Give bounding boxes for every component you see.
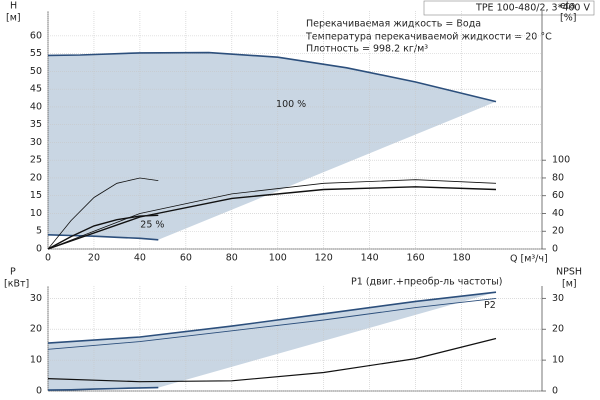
y-tick-label: 20	[30, 172, 42, 183]
y-tick-label: 45	[30, 84, 42, 95]
annotation: Температура перекачиваемой жидкости = 20…	[305, 32, 552, 43]
annotation: Плотность = 998.2 кг/м³	[306, 44, 428, 55]
y-axis-label: P	[10, 267, 16, 278]
chart-title: TPE 100-480/2, 3*400 V	[475, 3, 590, 14]
annotation: Перекачиваемая жидкость = Вода	[306, 19, 481, 30]
y-tick-label: 35	[30, 119, 42, 130]
y-tick-label: 0	[36, 386, 42, 397]
x-tick-label: 40	[134, 253, 146, 264]
y2-tick-label: 10	[552, 355, 564, 366]
y-tick-label: 20	[30, 324, 42, 335]
curve	[47, 177, 159, 250]
y2-tick-label: 40	[552, 208, 564, 219]
operating-area	[48, 52, 497, 240]
series-label: P1 (двиг.+преобр-ль частоты)	[351, 277, 502, 288]
curve	[47, 51, 497, 103]
y2-tick-label: 0	[552, 244, 558, 255]
x-tick-label: 0	[45, 253, 51, 264]
title-box	[423, 0, 595, 16]
curve	[47, 291, 497, 344]
x-tick-label: 180	[453, 253, 471, 264]
curve	[47, 214, 159, 250]
y2-tick-label: 20	[552, 226, 564, 237]
curve	[47, 337, 497, 383]
x-tick-label: 20	[88, 253, 100, 264]
y-tick-label: 30	[30, 137, 42, 148]
y-tick-label: 40	[30, 101, 42, 112]
x-tick-label: 120	[315, 253, 333, 264]
x-tick-label: 140	[361, 253, 379, 264]
y-tick-label: 25	[30, 155, 42, 166]
curve	[47, 186, 497, 250]
y2-tick-label: 100	[552, 155, 570, 166]
y-axis-unit: [кВт]	[4, 279, 29, 290]
y-tick-label: 15	[30, 190, 42, 201]
y2-axis-unit: [м]	[562, 279, 577, 290]
y-tick-label: 0	[36, 244, 42, 255]
y2-tick-label: 80	[552, 172, 564, 183]
y2-axis-label: eta	[560, 1, 575, 12]
series-label: 100 %	[276, 99, 306, 110]
x-tick-label: 100	[269, 253, 287, 264]
y2-tick-label: 60	[552, 190, 564, 201]
y-axis-label: H	[10, 1, 17, 12]
y-tick-label: 10	[30, 208, 42, 219]
y-tick-label: 10	[30, 355, 42, 366]
curve	[47, 386, 159, 391]
operating-area	[48, 292, 497, 391]
y-tick-label: 55	[30, 48, 42, 59]
y-tick-label: 60	[30, 30, 42, 41]
x-axis-label: Q [м³/ч]	[510, 254, 548, 265]
x-tick-label: 80	[226, 253, 238, 264]
y2-axis-unit: [%]	[560, 13, 576, 24]
y-tick-label: 30	[30, 293, 42, 304]
x-tick-label: 60	[180, 253, 192, 264]
y2-axis-label: NPSH	[556, 267, 582, 278]
y-tick-label: 50	[30, 66, 42, 77]
y-axis-unit: [м]	[6, 13, 21, 24]
curve	[47, 234, 159, 241]
curve	[47, 179, 497, 250]
y-tick-label: 5	[36, 226, 42, 237]
curve	[47, 297, 497, 350]
y2-tick-label: 30	[552, 293, 564, 304]
series-label: P2	[484, 300, 496, 311]
series-label: 25 %	[140, 219, 164, 230]
y2-tick-label: 0	[552, 386, 558, 397]
y2-tick-label: 20	[552, 324, 564, 335]
x-tick-label: 160	[407, 253, 425, 264]
